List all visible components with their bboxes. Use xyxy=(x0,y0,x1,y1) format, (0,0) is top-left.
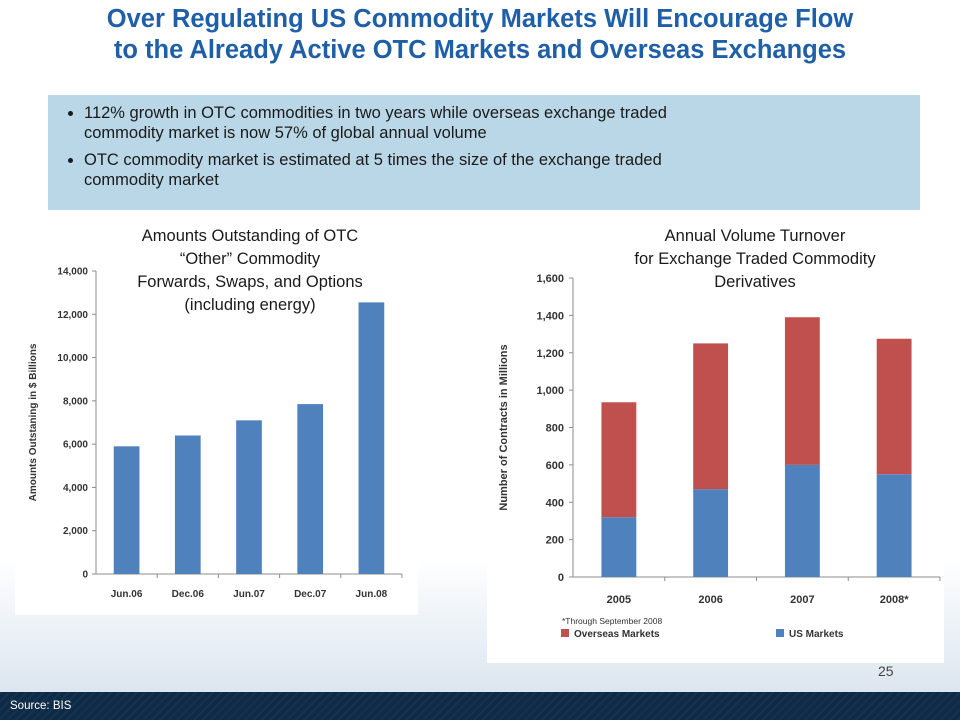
otc-chart-panel: 0 2,000 4,000 6,000 8,000 10,000 12,000 14,000 J… xyxy=(15,228,418,615)
bar-overseas-markets-2008 xyxy=(876,338,912,475)
x-tick-label: 2005 xyxy=(607,594,631,606)
bar-us-markets-2005 xyxy=(601,517,637,577)
slide-title-line-1: Over Regulating US Commodity Markets Wil… xyxy=(106,5,854,33)
bar-jun07 xyxy=(236,420,262,574)
x-tick-label: Dec.07 xyxy=(294,589,327,600)
x-tick-label: Jun.08 xyxy=(356,589,388,600)
y-tick-label: 0 xyxy=(558,572,564,584)
bullet-list: 112% growth in OTC commodities in two ye… xyxy=(60,103,900,190)
y-axis-label: Amounts Outstaning in $ Billions xyxy=(28,343,39,501)
page-number: 25 xyxy=(878,663,894,679)
y-tick-label: 400 xyxy=(546,497,564,509)
y-tick-label: 600 xyxy=(546,460,564,472)
otc-chart-title-line: (including energy) xyxy=(184,296,316,314)
bullet-item: OTC commodity market is estimated at 5 t… xyxy=(84,150,900,190)
y-axis-label: Number of Contracts in Millions xyxy=(498,344,510,510)
otc-chart-title-line: “Other” Commodity xyxy=(179,250,321,268)
y-tick-label: 200 xyxy=(546,535,564,547)
bar-dec07 xyxy=(297,404,324,574)
x-tick-label: 2008* xyxy=(880,594,909,606)
slide-title-line-2: to the Already Active OTC Markets and Ov… xyxy=(113,36,847,64)
exchange-stacked-bar-chart: 0 200 400 600 800 1,000 1,200 1,400 1,600 2005 200… xyxy=(498,273,941,640)
y-tick-label: 1,600 xyxy=(536,273,564,285)
bar-jun06 xyxy=(113,446,140,574)
bar-jun08 xyxy=(358,302,385,574)
bullet-item: 112% growth in OTC commodities in two ye… xyxy=(84,103,900,143)
bullet-line: OTC commodity market is estimated at 5 t… xyxy=(84,151,662,169)
y-tick-label: 8,000 xyxy=(63,396,88,407)
otc-chart-title-line: Amounts Outstanding of OTC xyxy=(141,227,359,245)
y-tick-label: 1,000 xyxy=(536,385,564,397)
bullet-box: 112% growth in OTC commodities in two ye… xyxy=(48,95,920,210)
x-tick-label: Dec.06 xyxy=(172,589,205,600)
x-tick-label: Jun.06 xyxy=(111,589,143,600)
slide-title: Over Regulating US Commodity Markets Wil… xyxy=(0,4,960,66)
bar-us-markets-2008 xyxy=(876,474,912,577)
x-tick-label: Jun.07 xyxy=(233,589,265,600)
y-tick-label: 14,000 xyxy=(57,267,88,278)
legend-label: Overseas Markets xyxy=(574,629,660,640)
y-tick-label: 12,000 xyxy=(57,310,88,321)
bar-dec06 xyxy=(174,435,201,574)
y-tick-label: 1,200 xyxy=(536,348,564,360)
bullet-line: commodity market is now 57% of global an… xyxy=(84,124,487,142)
y-tick-label: 10,000 xyxy=(57,353,88,364)
exchange-chart-title-line: Annual Volume Turnover xyxy=(664,227,846,245)
legend-swatch xyxy=(776,629,784,637)
source-note: Source: BIS xyxy=(10,700,72,712)
x-tick-label: 2007 xyxy=(790,594,814,606)
y-tick-label: 0 xyxy=(82,570,88,581)
y-tick-label: 1,400 xyxy=(536,310,564,322)
otc-chart-title: Amounts Outstanding of OTC “Other” Commo… xyxy=(95,225,405,317)
otc-bar-chart: 0 2,000 4,000 6,000 8,000 10,000 12,000 14,000 J… xyxy=(28,267,403,600)
bar-us-markets-2007 xyxy=(784,464,820,577)
otc-chart-title-line: Forwards, Swaps, and Options xyxy=(137,273,363,291)
bar-overseas-markets-2006 xyxy=(693,343,729,490)
legend-swatch xyxy=(561,629,569,637)
footer-bar xyxy=(0,692,960,720)
y-tick-label: 2,000 xyxy=(63,526,88,537)
bullet-line: commodity market xyxy=(84,171,219,189)
bar-overseas-markets-2005 xyxy=(601,402,637,518)
bar-us-markets-2006 xyxy=(693,489,729,577)
bullet-line: 112% growth in OTC commodities in two ye… xyxy=(84,104,667,122)
y-tick-label: 6,000 xyxy=(63,440,88,451)
bar-overseas-markets-2007 xyxy=(784,317,820,465)
legend-label: US Markets xyxy=(789,629,844,640)
exchange-chart-panel: 0 200 400 600 800 1,000 1,200 1,400 1,600 2005 200… xyxy=(487,260,944,663)
y-tick-label: 800 xyxy=(546,423,564,435)
x-tick-label: 2006 xyxy=(698,594,722,606)
footnote: *Through September 2008 xyxy=(562,616,662,626)
y-tick-label: 4,000 xyxy=(63,483,88,494)
exchange-chart-title: Annual Volume Turnover for Exchange Trad… xyxy=(580,225,930,294)
exchange-chart-title-line: Derivatives xyxy=(714,273,796,291)
exchange-chart-title-line: for Exchange Traded Commodity xyxy=(634,250,876,268)
